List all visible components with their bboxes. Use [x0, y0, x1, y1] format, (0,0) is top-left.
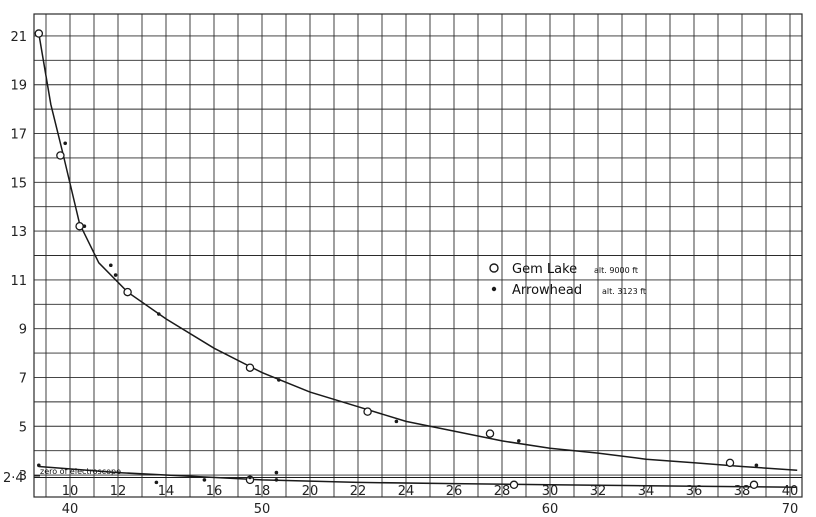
- legend-gem-lake-altitude: alt. 9000 ft: [594, 266, 638, 275]
- data-point-gem-lake: [75, 221, 84, 231]
- y-tick-label: 19: [10, 79, 27, 94]
- x-tick-label: 38: [734, 484, 751, 499]
- legend-dot-marker: [491, 286, 497, 292]
- y-tick-label: 13: [10, 225, 27, 240]
- data-point-gem-lake: [34, 29, 44, 38]
- x-tick-label: 16: [206, 484, 223, 499]
- y-tick-label: 21: [10, 30, 27, 45]
- x-tick-label: 18: [254, 484, 271, 499]
- x-tick-label: 28: [494, 484, 511, 499]
- y-tick-label: 11: [10, 274, 27, 289]
- data-point-arrowhead: [154, 480, 159, 485]
- zero-annotation-label: zero of electroscope: [40, 467, 121, 476]
- y-tick-label: 9: [19, 323, 27, 338]
- y-extra-label: 2·4: [3, 471, 24, 486]
- data-point-gem-lake: [123, 287, 132, 297]
- fit-curve-upper: [38, 33, 798, 471]
- data-point-gem-lake: [485, 429, 495, 438]
- y-tick-label: 15: [10, 176, 27, 191]
- y-tick-labels: 21 19 17 15 13 11 9 7 5 3: [10, 30, 27, 484]
- data-point-arrowhead: [157, 312, 161, 316]
- x-secondary-tick-label: 70: [782, 502, 799, 517]
- fit-curves: [34, 33, 802, 488]
- data-point-gem-lake: [245, 363, 255, 372]
- legend-arrowhead-altitude: alt. 3123 ft: [602, 287, 646, 296]
- data-point-arrowhead: [113, 273, 118, 277]
- x-tick-label: 12: [110, 484, 127, 499]
- x-tick-label: 26: [446, 484, 463, 499]
- data-point-gem-lake: [725, 458, 735, 468]
- data-points: [34, 29, 759, 490]
- x-secondary-tick-label: 40: [62, 502, 79, 517]
- data-point-arrowhead: [82, 224, 87, 229]
- x-secondary-tick-label: 60: [542, 502, 559, 517]
- grid: [33, 13, 803, 498]
- legend-gem-lake-label: Gem Lake: [512, 262, 577, 277]
- y-tick-label: 7: [19, 371, 27, 386]
- x-tick-label: 34: [638, 484, 655, 499]
- data-point-arrowhead: [394, 419, 399, 424]
- data-point-arrowhead: [277, 378, 281, 382]
- x-tick-label: 36: [686, 484, 703, 499]
- y-tick-label: 5: [19, 420, 27, 435]
- data-point-arrowhead: [37, 463, 41, 468]
- plot-frame: [33, 13, 803, 498]
- data-point-arrowhead: [517, 439, 521, 443]
- x-tick-label: 40: [782, 484, 799, 499]
- y-tick-label: 17: [10, 128, 27, 143]
- x-tick-label: 32: [590, 484, 607, 499]
- legend-open-circle-marker: [489, 263, 499, 273]
- x-tick-label: 30: [542, 484, 559, 499]
- x-tick-labels: 10 12 14 16 18 20 22 24 26 28 30 32 34 36 38 40: [62, 484, 799, 499]
- data-point-gem-lake: [56, 151, 65, 160]
- data-point-arrowhead: [274, 470, 279, 475]
- x-tick-label: 10: [62, 484, 79, 499]
- fit-curve-lower: [38, 465, 798, 488]
- y-tick-label: 3: [19, 469, 27, 484]
- x-tick-label: 22: [350, 484, 367, 499]
- zero-annotation: 2·4 zero of electroscope: [3, 467, 121, 486]
- data-point-arrowhead: [274, 478, 279, 482]
- data-point-arrowhead: [63, 141, 67, 146]
- legend: Gem Lake alt. 9000 ft Arrowhead alt. 312…: [489, 262, 646, 298]
- data-point-arrowhead: [248, 475, 252, 480]
- x-tick-label: 24: [398, 484, 415, 499]
- data-point-gem-lake: [509, 480, 519, 490]
- x-tick-label: 14: [158, 484, 175, 499]
- legend-arrowhead-label: Arrowhead: [512, 283, 582, 298]
- data-point-arrowhead: [109, 263, 113, 268]
- x-secondary-tick-label: 50: [254, 502, 271, 517]
- x-secondary-tick-labels: 40 50 60 70: [62, 502, 799, 517]
- data-point-gem-lake: [363, 407, 372, 416]
- x-tick-label: 20: [302, 484, 319, 499]
- data-point-gem-lake: [749, 480, 759, 490]
- data-point-arrowhead: [202, 478, 207, 482]
- data-point-arrowhead: [754, 463, 759, 468]
